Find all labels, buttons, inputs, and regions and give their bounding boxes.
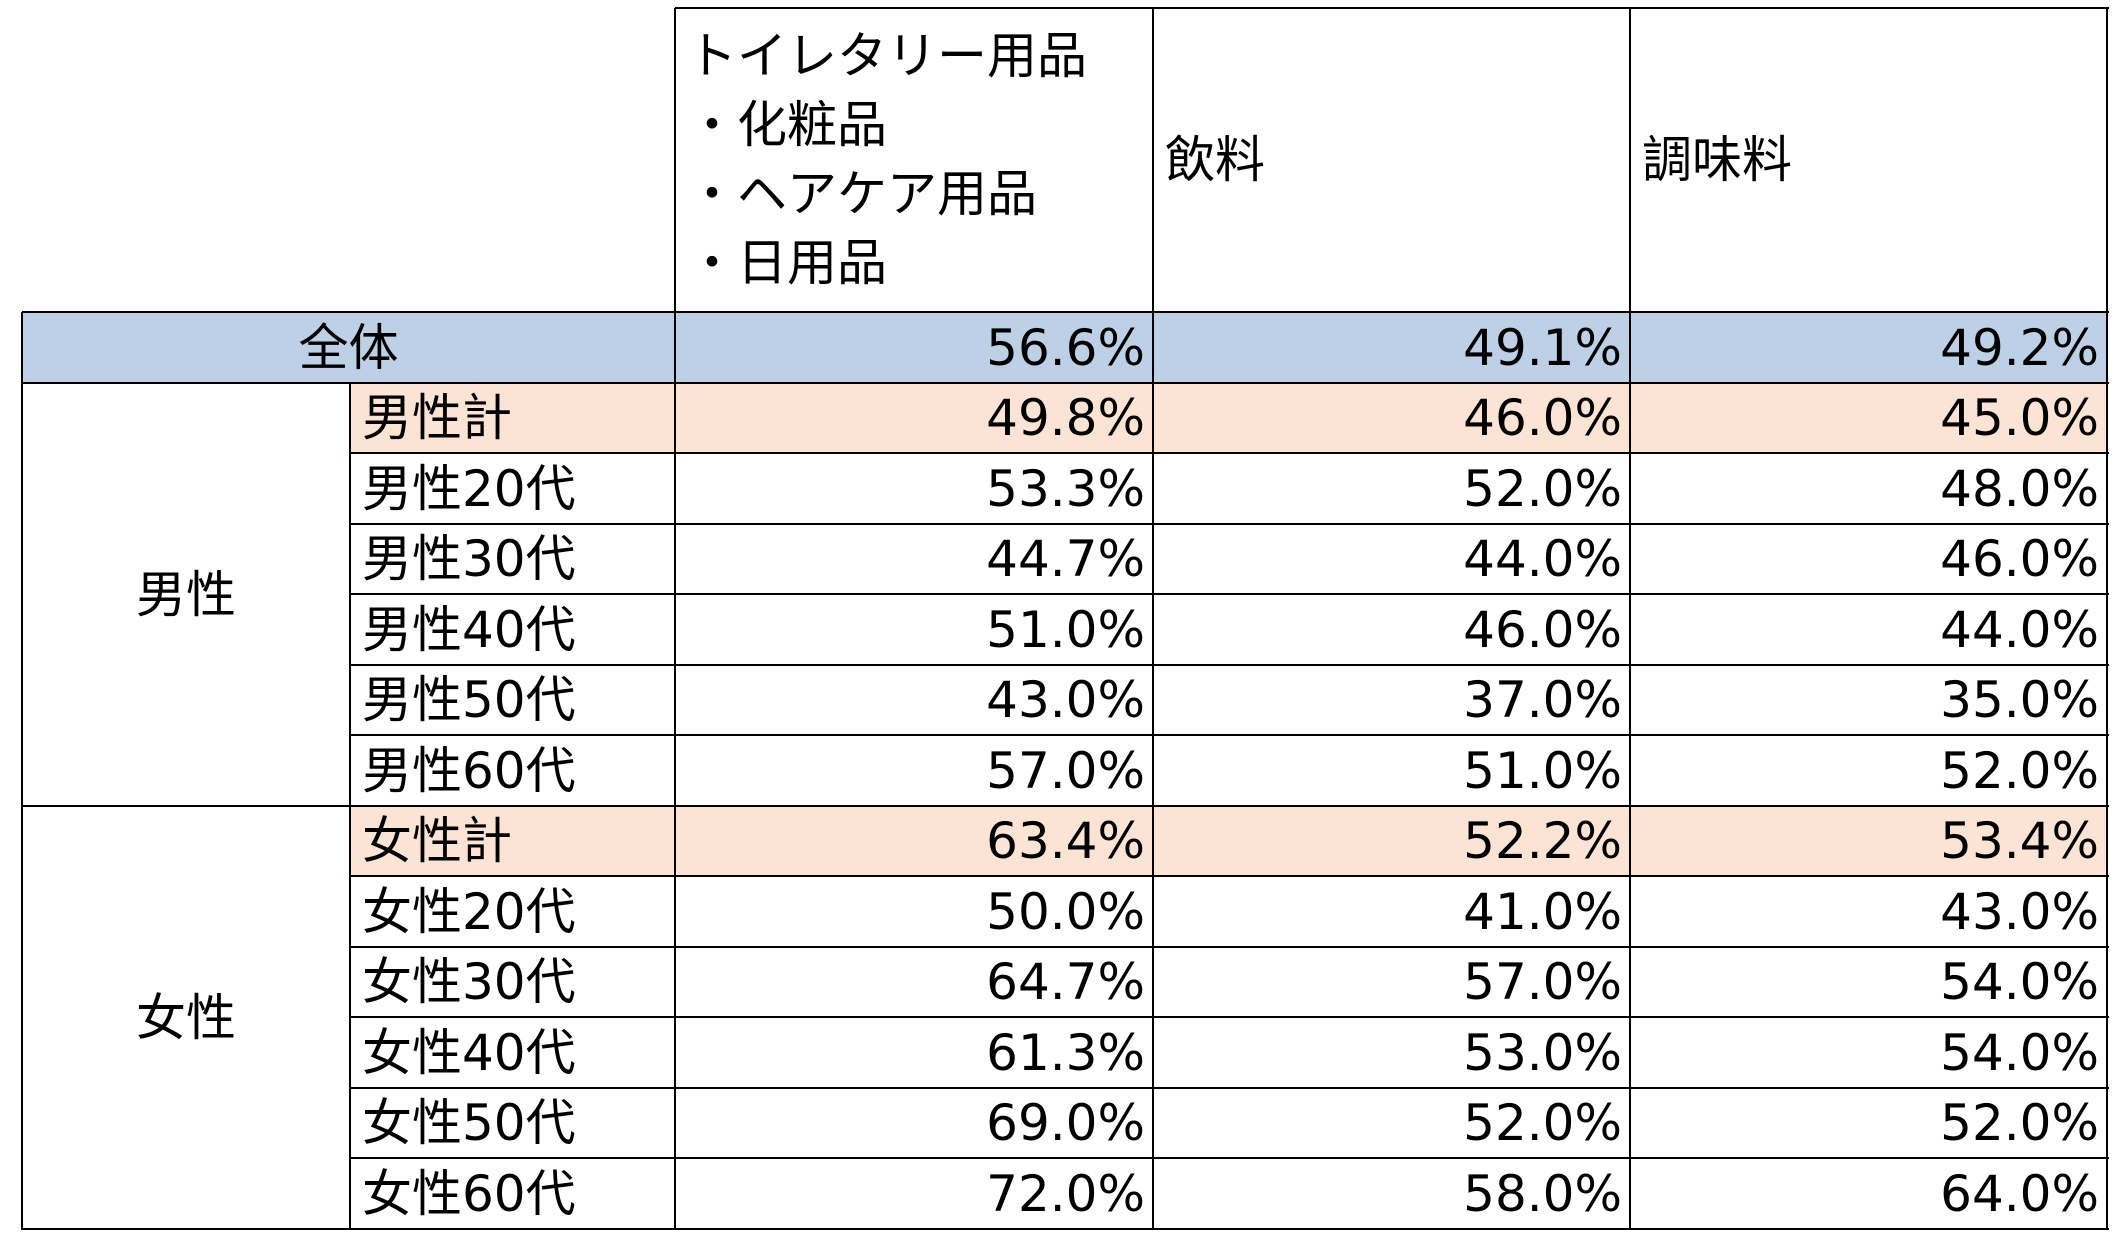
cell-value: 44.7% (986, 530, 1145, 588)
cell-value: 57.0% (1463, 953, 1622, 1011)
row-label: 女性30代 (362, 953, 576, 1011)
row-label: 女性40代 (362, 1023, 576, 1082)
cell-value: 51.0% (986, 600, 1145, 659)
subtotal-row-label: 女性計 (350, 806, 675, 876)
group-label: 女性 (136, 988, 236, 1047)
total-value: 49.1% (1153, 312, 1630, 383)
column-header-line: ・日用品 (687, 234, 887, 292)
column-header-line: 調味料 (1642, 130, 1792, 189)
row-border (350, 664, 2109, 666)
cell-value: 37.0% (1463, 671, 1622, 729)
row-label: 女性60代 (362, 1164, 576, 1223)
group-bottom-border (22, 1228, 2109, 1230)
cell-value: 48.0% (1940, 459, 2099, 518)
cell-value: 44.0% (1940, 600, 2099, 659)
subtotal-value: 53.4% (1630, 806, 2107, 876)
column-header-lines: 飲料 (1165, 126, 1265, 195)
cell-value: 53.0% (1463, 1023, 1622, 1082)
cell-value: 72.0% (986, 1164, 1145, 1223)
row-label: 男性40代 (362, 600, 576, 659)
cell-value: 46.0% (1463, 600, 1622, 659)
cell-value: 41.0% (1463, 882, 1622, 941)
column-header-line: 飲料 (1165, 130, 1265, 189)
total-bottom-border (22, 382, 2109, 384)
cell-value: 58.0% (1463, 1164, 1622, 1223)
header-column-border (674, 8, 676, 313)
column-header-line: トイレタリー用品 (687, 27, 1087, 85)
header-column-border (1629, 8, 1631, 313)
row-border (350, 452, 2109, 454)
row-border (350, 593, 2109, 595)
cell-value: 51.0% (1463, 741, 1622, 800)
cell-value: 57.0% (986, 741, 1145, 800)
column-header-lines: トイレタリー用品 ・化粧品・ヘアケア用品 ・日用品 (687, 22, 1087, 298)
total-value: 56.6% (675, 312, 1153, 383)
column-header: 飲料 (1153, 8, 1630, 312)
cell-value: 69.0% (986, 1094, 1145, 1152)
column-border (674, 312, 676, 1230)
column-header: トイレタリー用品 ・化粧品・ヘアケア用品 ・日用品 (675, 8, 1153, 312)
header-column-border (2106, 8, 2108, 313)
header-column-border (1152, 8, 1154, 313)
group-bottom-border (22, 805, 2109, 807)
subtotal-value: 45.0% (1630, 383, 2107, 453)
row-border (350, 1087, 2109, 1089)
cell-value: 64.7% (986, 953, 1145, 1011)
column-header-line: ・ヘアケア用品 (687, 165, 1037, 223)
subtotal-row-label: 男性計 (350, 383, 675, 453)
row-border (350, 946, 2109, 948)
total-top-border (22, 311, 2109, 313)
column-border (1629, 312, 1631, 1230)
row-border (350, 1016, 2109, 1018)
row-label: 男性60代 (362, 741, 576, 800)
cell-value: 54.0% (1940, 1023, 2099, 1082)
cell-value: 54.0% (1940, 953, 2099, 1011)
cell-value: 46.0% (1940, 530, 2099, 588)
cell-value: 35.0% (1940, 671, 2099, 729)
cell-value: 52.0% (1463, 1094, 1622, 1152)
cell-value: 43.0% (1940, 882, 2099, 941)
cell-value: 61.3% (986, 1023, 1145, 1082)
cell-value: 52.0% (1940, 1094, 2099, 1152)
table-left-border (21, 312, 23, 1230)
subtotal-value: 52.2% (1153, 806, 1630, 876)
row-border (350, 1157, 2109, 1159)
column-border (2106, 312, 2108, 1230)
cell-value: 52.0% (1463, 459, 1622, 518)
column-header-lines: 調味料 (1642, 126, 1792, 195)
row-label: 女性20代 (362, 882, 576, 941)
cell-value: 44.0% (1463, 530, 1622, 588)
row-label: 女性50代 (362, 1094, 576, 1152)
row-label: 男性50代 (362, 671, 576, 729)
column-header: 調味料 (1630, 8, 2107, 312)
column-border (1152, 312, 1154, 1230)
total-row-label: 全体 (22, 312, 675, 383)
row-border (350, 734, 2109, 736)
cell-value: 52.0% (1940, 741, 2099, 800)
cell-value: 43.0% (986, 671, 1145, 729)
row-label: 男性30代 (362, 530, 576, 588)
cell-value: 53.3% (986, 459, 1145, 518)
group-label: 男性 (136, 565, 236, 624)
header-top-border (675, 7, 2109, 9)
subtotal-value: 46.0% (1153, 383, 1630, 453)
total-value: 49.2% (1630, 312, 2107, 383)
row-label: 男性20代 (362, 459, 576, 518)
cell-value: 50.0% (986, 882, 1145, 941)
row-border (350, 523, 2109, 525)
row-border (350, 875, 2109, 877)
column-header-line: ・化粧品 (687, 96, 887, 154)
subtotal-value: 63.4% (675, 806, 1153, 876)
cell-value: 64.0% (1940, 1164, 2099, 1223)
subtotal-value: 49.8% (675, 383, 1153, 453)
